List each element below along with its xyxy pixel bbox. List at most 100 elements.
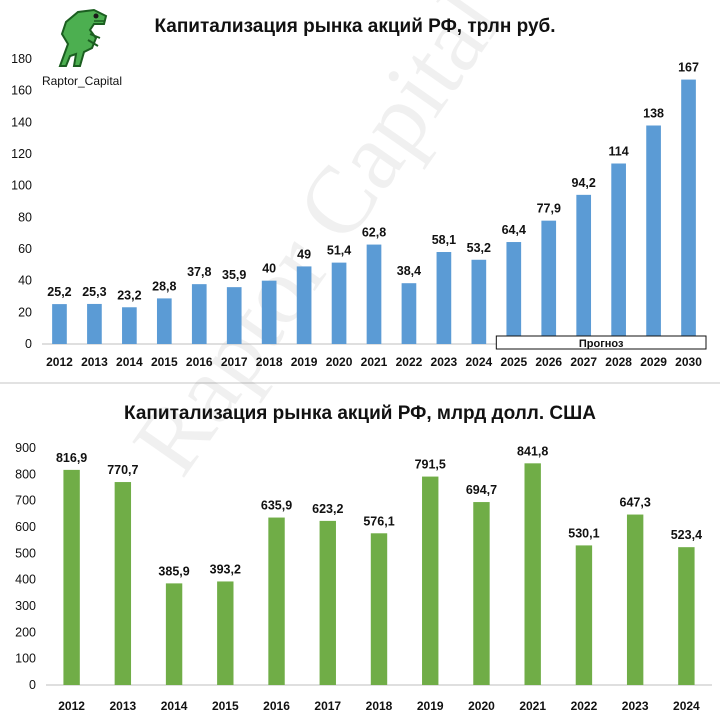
data-label: 523,4 <box>671 528 702 542</box>
forecast-box <box>495 335 707 350</box>
x-tick-label: 2030 <box>675 355 702 369</box>
divider <box>0 382 720 384</box>
data-label: 38,4 <box>397 264 421 278</box>
x-tick-label: 2012 <box>46 355 73 369</box>
x-tick-label: 2019 <box>291 355 318 369</box>
x-tick-label: 2029 <box>640 355 667 369</box>
chart-rub: Капитализация рынка акций РФ, трлн руб. 0… <box>11 16 707 369</box>
data-label: 816,9 <box>56 451 87 465</box>
y-tick-label: 800 <box>15 467 36 481</box>
x-tick-label: 2022 <box>396 355 423 369</box>
bar <box>114 482 132 685</box>
bar <box>296 266 312 344</box>
y-tick-label: 200 <box>15 625 36 639</box>
bar <box>646 125 661 344</box>
x-tick-label: 2023 <box>431 355 458 369</box>
x-tick-label: 2023 <box>622 699 649 713</box>
y-tick-label: 600 <box>15 520 36 534</box>
data-label: 49 <box>297 247 311 261</box>
data-label: 94,2 <box>572 176 596 190</box>
data-label: 25,2 <box>47 285 71 299</box>
x-tick-label: 2020 <box>468 699 495 713</box>
y-tick-label: 160 <box>11 84 32 98</box>
data-label: 23,2 <box>117 288 141 302</box>
bar <box>52 304 67 344</box>
data-label: 40 <box>262 262 276 276</box>
x-tick-label: 2020 <box>326 355 353 369</box>
data-label: 114 <box>609 145 629 159</box>
data-label: 385,9 <box>158 564 189 578</box>
y-tick-label: 40 <box>18 274 32 288</box>
x-tick-label: 2013 <box>109 699 136 713</box>
bar <box>87 303 102 344</box>
bar <box>331 262 347 344</box>
data-label: 35,9 <box>222 268 246 282</box>
x-tick-label: 2012 <box>58 699 85 713</box>
forecast-label: Прогноз <box>579 338 624 350</box>
x-tick-label: 2028 <box>605 355 632 369</box>
x-tick-label: 2017 <box>221 355 248 369</box>
data-label: 25,3 <box>82 285 106 299</box>
y-tick-label: 60 <box>18 242 32 256</box>
bar <box>366 244 382 344</box>
dinosaur-mascot-icon <box>58 8 108 67</box>
x-tick-label: 2018 <box>256 355 283 369</box>
y-tick-label: 100 <box>15 652 36 666</box>
y-tick-label: 80 <box>18 210 32 224</box>
y-tick-label: 140 <box>11 115 32 129</box>
y-tick-label: 0 <box>25 337 32 351</box>
bar <box>165 583 183 685</box>
x-tick-label: 2017 <box>314 699 341 713</box>
data-label: 64,4 <box>502 223 526 237</box>
y-tick-label: 180 <box>11 52 32 66</box>
bar <box>217 581 234 685</box>
data-label: 576,1 <box>363 514 394 528</box>
bar <box>370 533 388 685</box>
x-tick-label: 2015 <box>151 355 178 369</box>
x-tick-label: 2026 <box>535 355 562 369</box>
x-tick-label: 2016 <box>186 355 213 369</box>
data-label: 530,1 <box>568 526 599 540</box>
bar <box>611 163 626 344</box>
data-label: 770,7 <box>107 463 138 477</box>
bar <box>626 514 644 685</box>
chart-title: Капитализация рынка акций РФ, млрд долл.… <box>124 403 596 424</box>
x-tick-label: 2022 <box>571 699 598 713</box>
logo: Raptor_Capital <box>36 4 128 90</box>
x-tick-label: 2018 <box>366 699 393 713</box>
bar <box>261 280 277 344</box>
data-label: 841,8 <box>517 444 548 458</box>
bar <box>191 284 207 344</box>
data-label: 62,8 <box>362 226 386 240</box>
x-tick-label: 2024 <box>673 699 700 713</box>
data-label: 138 <box>643 107 664 121</box>
chart-title: Капитализация рынка акций РФ, трлн руб. <box>154 16 555 37</box>
data-label: 694,7 <box>466 483 497 497</box>
bar <box>319 520 336 685</box>
y-tick-label: 300 <box>15 599 36 613</box>
logo-text: Raptor_Capital <box>41 74 123 88</box>
x-tick-label: 2021 <box>519 699 546 713</box>
x-tick-label: 2014 <box>161 699 188 713</box>
y-tick-label: 500 <box>15 546 36 560</box>
x-tick-label: 2021 <box>361 355 388 369</box>
data-label: 37,8 <box>187 265 211 279</box>
data-label: 58,1 <box>432 233 456 247</box>
x-tick-label: 2015 <box>212 699 239 713</box>
bar <box>422 476 439 685</box>
y-tick-label: 20 <box>18 305 32 319</box>
data-label: 791,5 <box>415 458 446 472</box>
data-label: 28,8 <box>152 279 176 293</box>
bar <box>122 307 137 344</box>
bar <box>541 220 557 344</box>
y-tick-label: 120 <box>11 147 32 161</box>
chart-usd: Капитализация рынка акций РФ, млрд долл.… <box>15 403 712 713</box>
bar <box>63 469 80 685</box>
bar <box>471 259 487 344</box>
x-tick-label: 2016 <box>263 699 290 713</box>
x-tick-label: 2024 <box>465 355 492 369</box>
data-label: 635,9 <box>261 499 292 513</box>
bar <box>226 287 242 344</box>
data-label: 647,3 <box>620 496 651 510</box>
bar <box>156 298 172 344</box>
